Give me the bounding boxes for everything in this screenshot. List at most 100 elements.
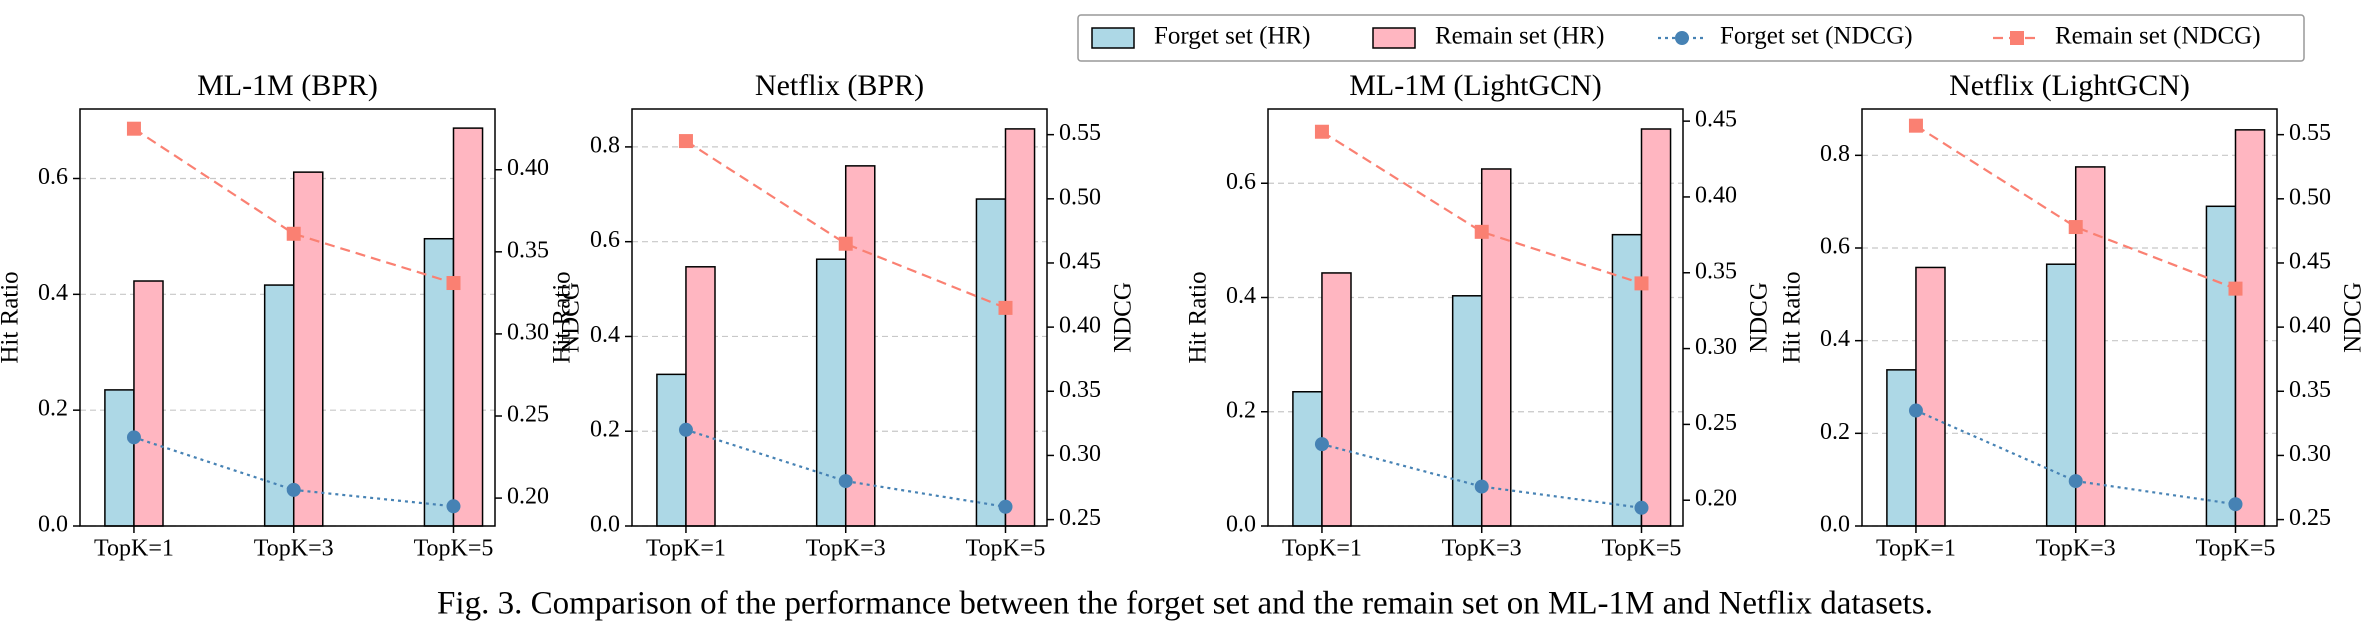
y2-tick-label: 0.55 <box>1059 120 1101 146</box>
legend-label: Remain set (HR) <box>1435 23 1604 50</box>
y2-tick-label: 0.35 <box>1059 377 1101 403</box>
y-axis-label: Hit Ratio <box>549 271 576 363</box>
bar <box>2234 129 2266 527</box>
y2-tick-label: 0.40 <box>1695 182 1737 208</box>
caption: Fig. 3. Comparison of the performance be… <box>437 586 1933 622</box>
y-tick-label: 0.6 <box>38 164 68 190</box>
y-tick-label: 0.0 <box>590 512 620 538</box>
plot-frame <box>631 108 1048 527</box>
y2-tick-label: 0.35 <box>1695 258 1737 284</box>
x-tick-label: TopK=1 <box>1876 536 1956 562</box>
y2-tick-label: 0.20 <box>1695 486 1737 512</box>
bar <box>685 266 716 527</box>
point <box>1908 403 1923 418</box>
y2-tick-label: 0.20 <box>507 484 549 510</box>
y2-tick-label: 0.45 <box>1059 248 1101 274</box>
y-axis-label: Hit Ratio <box>1185 271 1212 363</box>
legend-swatch <box>1091 27 1135 49</box>
x-tick-label: TopK=5 <box>1602 536 1682 562</box>
chart-title: ML-1M (LightGCN) <box>1349 69 1601 102</box>
point <box>2068 220 2083 235</box>
y2-tick-label: 0.40 <box>1059 313 1101 339</box>
y2-axis-label: NDCG <box>1110 282 1137 353</box>
point <box>838 236 853 251</box>
chart-title: Netflix (BPR) <box>755 69 924 102</box>
point <box>998 499 1013 514</box>
y-tick-label: 0.4 <box>1820 326 1850 352</box>
point <box>1314 437 1329 452</box>
x-tick-label: TopK=1 <box>94 536 174 562</box>
y2-tick-label: 0.25 <box>1059 505 1101 531</box>
x-tick-label: TopK=5 <box>414 536 494 562</box>
line <box>685 428 1006 508</box>
point <box>1474 224 1489 239</box>
legend-label: Forget set (NDCG) <box>1720 23 1913 50</box>
point <box>998 300 1013 315</box>
x-tick-label: TopK=1 <box>1282 536 1362 562</box>
y-tick-label: 0.6 <box>1820 234 1850 260</box>
point <box>678 134 693 149</box>
bar <box>656 373 687 527</box>
chart-title: ML-1M (BPR) <box>197 69 378 102</box>
legend-marker <box>2010 31 2024 45</box>
y2-tick-label: 0.55 <box>2289 120 2331 146</box>
y-tick-label: 0.0 <box>1820 512 1850 538</box>
legend-label: Forget set (HR) <box>1154 23 1310 50</box>
point <box>1634 276 1649 291</box>
bar <box>452 127 484 527</box>
point <box>1314 124 1329 139</box>
point <box>286 226 301 241</box>
line <box>1915 409 2236 506</box>
point <box>1908 118 1923 133</box>
y-tick-label: 0.0 <box>38 512 68 538</box>
legend-frame <box>1077 14 2305 62</box>
y2-tick-label: 0.25 <box>507 402 549 428</box>
y2-tick-label: 0.30 <box>1059 441 1101 467</box>
x-tick-label: TopK=5 <box>2196 536 2276 562</box>
bar <box>133 280 164 527</box>
point <box>2068 474 2083 489</box>
y2-tick-label: 0.35 <box>2289 377 2331 403</box>
y2-axis-label: NDCG <box>1746 282 1773 353</box>
y-tick-label: 0.8 <box>1820 141 1850 167</box>
x-tick-label: TopK=3 <box>2036 536 2116 562</box>
y-tick-label: 0.2 <box>1226 397 1256 423</box>
y-axis-label: Hit Ratio <box>0 271 24 363</box>
bar <box>104 389 135 527</box>
y-tick-label: 0.4 <box>38 280 68 306</box>
bar <box>292 171 324 527</box>
bar <box>1886 369 1917 527</box>
point <box>1634 500 1649 515</box>
y-tick-label: 0.4 <box>1226 283 1256 309</box>
y2-tick-label: 0.40 <box>507 155 549 181</box>
bar <box>2045 263 2077 527</box>
x-tick-label: TopK=3 <box>806 536 886 562</box>
y-tick-label: 0.2 <box>38 396 68 422</box>
point <box>838 474 853 489</box>
x-tick-label: TopK=3 <box>1442 536 1522 562</box>
bar <box>1004 128 1036 527</box>
y2-tick-label: 0.45 <box>2289 248 2331 274</box>
y2-tick-label: 0.35 <box>507 237 549 263</box>
bar <box>2205 205 2237 527</box>
point <box>2228 497 2243 512</box>
legend-marker <box>1675 31 1689 45</box>
chart-title: Netflix (LightGCN) <box>1949 69 2190 102</box>
y2-axis-label: NDCG <box>2340 282 2367 353</box>
point <box>286 482 301 497</box>
y-tick-label: 0.2 <box>1820 419 1850 445</box>
bar <box>1640 128 1672 527</box>
y2-tick-label: 0.30 <box>1695 334 1737 360</box>
y2-tick-label: 0.25 <box>1695 410 1737 436</box>
y2-tick-label: 0.30 <box>507 319 549 345</box>
point <box>2228 281 2243 296</box>
legend-swatch <box>1372 27 1416 49</box>
point <box>446 276 461 291</box>
y2-tick-label: 0.50 <box>2289 184 2331 210</box>
plot-frame <box>1267 108 1684 527</box>
point <box>126 121 141 136</box>
bar <box>1915 266 1946 527</box>
y2-tick-label: 0.30 <box>2289 441 2331 467</box>
y-axis-label: Hit Ratio <box>1779 271 1806 363</box>
